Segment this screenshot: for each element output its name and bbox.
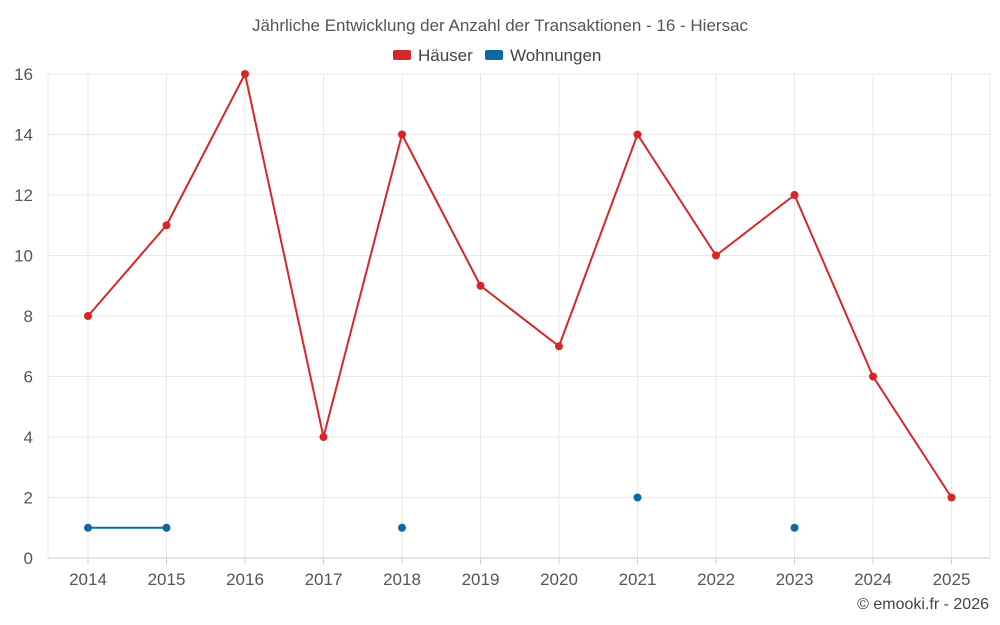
x-tick-label: 2014 — [69, 570, 107, 589]
x-tick-label: 2018 — [383, 570, 421, 589]
data-point[interactable] — [319, 433, 328, 441]
x-tick-label: 2022 — [697, 570, 735, 589]
data-point[interactable] — [790, 191, 799, 199]
y-tick-label: 4 — [24, 428, 33, 447]
x-tick-label: 2021 — [619, 570, 657, 589]
data-point[interactable] — [476, 281, 485, 290]
data-point[interactable] — [790, 523, 799, 532]
data-point[interactable] — [947, 493, 956, 502]
y-tick-label: 0 — [24, 549, 33, 568]
data-point[interactable] — [712, 251, 720, 260]
data-point[interactable] — [398, 523, 406, 532]
data-point[interactable] — [869, 372, 877, 381]
x-tick-label: 2025 — [933, 570, 971, 589]
chart-title: Jährliche Entwicklung der Anzahl der Tra… — [252, 16, 749, 35]
data-point[interactable] — [162, 221, 171, 230]
x-tick-label: 2017 — [305, 570, 343, 589]
y-tick-label: 8 — [24, 307, 33, 326]
x-tick-label: 2015 — [148, 570, 186, 589]
plot-series — [84, 70, 956, 532]
legend-label-haeuser: Häuser — [418, 46, 473, 65]
y-tick-label: 10 — [14, 247, 33, 266]
y-tick-label: 12 — [14, 186, 33, 205]
legend-swatch-wohnungen — [485, 50, 503, 60]
gridlines — [47, 73, 991, 558]
data-point[interactable] — [633, 493, 642, 502]
y-tick-label: 6 — [24, 368, 33, 387]
x-tick-label: 2023 — [776, 570, 814, 589]
y-axis: 0 2 4 6 8 10 12 14 16 — [14, 65, 33, 568]
x-tick-label: 2019 — [462, 570, 500, 589]
data-point[interactable] — [555, 342, 563, 351]
y-tick-label: 14 — [14, 126, 33, 145]
series-wohnungen — [84, 493, 799, 532]
data-point[interactable] — [241, 70, 249, 78]
data-point[interactable] — [84, 523, 92, 532]
x-tick-label: 2016 — [226, 570, 264, 589]
series-line — [87, 73, 953, 499]
data-point[interactable] — [398, 130, 406, 139]
data-point[interactable] — [633, 130, 642, 139]
legend-item-wohnungen[interactable]: Wohnungen — [485, 46, 601, 65]
legend-swatch-haeuser — [393, 50, 411, 60]
series-haeuser — [84, 70, 956, 502]
x-tick-label: 2020 — [540, 570, 578, 589]
data-point[interactable] — [162, 523, 171, 532]
x-tick-label: 2024 — [854, 570, 892, 589]
legend: Häuser Wohnungen — [393, 46, 601, 65]
legend-item-haeuser[interactable]: Häuser — [393, 46, 473, 65]
x-axis: 2014 2015 2016 2017 2018 2019 2020 2021 2022 2023… — [48, 557, 990, 589]
y-tick-label: 2 — [24, 489, 33, 508]
y-tick-label: 16 — [14, 65, 33, 84]
legend-label-wohnungen: Wohnungen — [510, 46, 601, 65]
data-point[interactable] — [84, 312, 92, 320]
credit-text: © emooki.fr - 2026 — [857, 596, 989, 613]
